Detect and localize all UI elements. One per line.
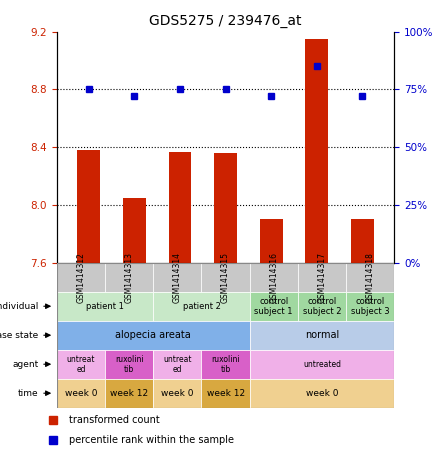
Text: GSM1414316: GSM1414316 [269, 252, 278, 303]
Bar [57, 263, 105, 292]
Bar [78, 150, 100, 263]
Bar [57, 292, 153, 321]
Bar [201, 263, 250, 292]
Text: GSM1414317: GSM1414317 [318, 252, 326, 303]
Bar [153, 263, 201, 292]
Bar [123, 198, 146, 263]
Text: time: time [18, 389, 39, 398]
Bar [346, 292, 394, 321]
Text: alopecia areata: alopecia areata [116, 330, 191, 340]
Text: untreat
ed: untreat ed [163, 355, 192, 374]
Text: week 12: week 12 [206, 389, 245, 398]
Bar [351, 219, 374, 263]
Text: untreat
ed: untreat ed [67, 355, 95, 374]
Bar [201, 350, 250, 379]
Bar [105, 350, 153, 379]
Text: control
subject 3: control subject 3 [351, 297, 389, 316]
Text: patient 2: patient 2 [183, 302, 220, 311]
Bar [346, 263, 394, 292]
Text: GSM1414318: GSM1414318 [366, 252, 374, 303]
Bar [250, 263, 298, 292]
Bar [57, 321, 250, 350]
Text: percentile rank within the sample: percentile rank within the sample [69, 435, 234, 445]
Bar [250, 379, 394, 408]
Text: week 0: week 0 [161, 389, 194, 398]
Text: normal: normal [305, 330, 339, 340]
Bar [153, 379, 201, 408]
Text: GSM1414313: GSM1414313 [125, 252, 134, 303]
Text: patient 1: patient 1 [86, 302, 124, 311]
Text: control
subject 1: control subject 1 [254, 297, 293, 316]
Text: GSM1414315: GSM1414315 [221, 252, 230, 303]
Text: untreated: untreated [303, 360, 341, 369]
Text: GSM1414312: GSM1414312 [77, 252, 85, 303]
Text: week 12: week 12 [110, 389, 148, 398]
Bar [298, 292, 346, 321]
Bar [250, 292, 298, 321]
Bar [57, 379, 105, 408]
Title: GDS5275 / 239476_at: GDS5275 / 239476_at [149, 14, 302, 28]
Bar [250, 321, 394, 350]
Bar [57, 350, 105, 379]
Bar [105, 263, 153, 292]
Bar [260, 219, 283, 263]
Text: week 0: week 0 [65, 389, 97, 398]
Text: disease state: disease state [0, 331, 39, 340]
Text: GSM1414314: GSM1414314 [173, 252, 182, 303]
Bar [105, 379, 153, 408]
Text: ruxolini
tib: ruxolini tib [211, 355, 240, 374]
Bar [250, 350, 394, 379]
Text: individual: individual [0, 302, 39, 311]
Bar [153, 292, 250, 321]
Bar [298, 263, 346, 292]
Text: week 0: week 0 [306, 389, 338, 398]
Text: agent: agent [12, 360, 39, 369]
Bar [214, 153, 237, 263]
Text: ruxolini
tib: ruxolini tib [115, 355, 144, 374]
Text: transformed count: transformed count [69, 415, 160, 425]
Bar [305, 39, 328, 263]
Bar [169, 152, 191, 263]
Bar [153, 350, 201, 379]
Bar [201, 379, 250, 408]
Text: control
subject 2: control subject 2 [303, 297, 341, 316]
